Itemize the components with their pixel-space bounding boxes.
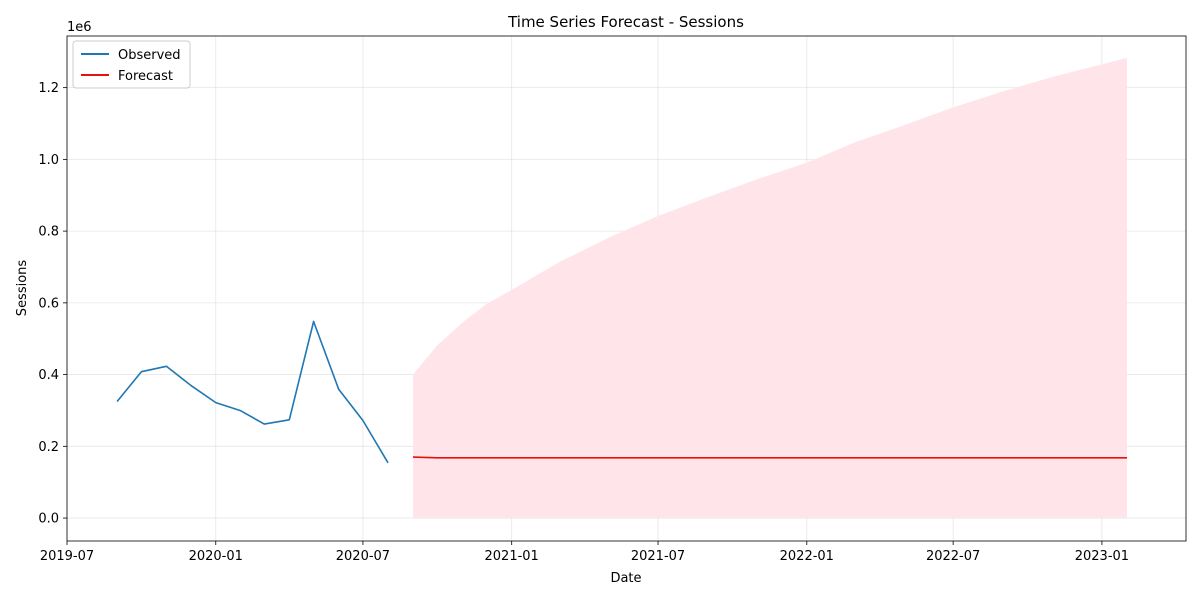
x-tick-label: 2020-07 (336, 549, 390, 564)
legend-label-observed: Observed (118, 48, 181, 63)
x-axis-label: Date (610, 571, 641, 586)
y-tick-label: 1.0 (38, 153, 59, 168)
x-tick-label: 2022-07 (926, 549, 980, 564)
series-line-observed (116, 320, 389, 464)
y-tick-label: 0.6 (38, 296, 59, 311)
y-axis-ticks: 0.0 0.2 0.4 0.6 0.8 1.0 1.2 (38, 81, 67, 527)
y-tick-label: 0.8 (38, 225, 59, 240)
x-tick-label: 2022-01 (780, 549, 834, 564)
legend-box (72, 40, 191, 89)
confidence-band (413, 57, 1127, 519)
x-tick-label: 2020-01 (189, 549, 243, 564)
legend-label-forecast: Forecast (118, 69, 173, 84)
y-axis-label: Sessions (15, 260, 30, 317)
x-tick-label: 2019-07 (40, 549, 94, 564)
confidence-band-area (413, 57, 1127, 519)
y-offset-label: 1e6 (67, 20, 92, 35)
legend: Observed Forecast (72, 40, 191, 89)
y-tick-label: 0.2 (38, 440, 59, 455)
x-tick-label: 2021-01 (485, 549, 539, 564)
plot-frame (66, 35, 1187, 542)
y-tick-label: 0.0 (38, 512, 59, 527)
x-axis-ticks: 2019-07 2020-01 2020-07 2021-01 2021-07 2022-… (40, 541, 1129, 564)
chart-title: Time Series Forecast - Sessions (507, 13, 744, 31)
series-lines (116, 320, 1127, 464)
y-tick-label: 0.4 (38, 368, 59, 383)
series-line-forecast (412, 456, 1127, 459)
x-tick-label: 2021-07 (631, 549, 685, 564)
x-tick-label: 2023-01 (1075, 549, 1129, 564)
y-tick-label: 1.2 (38, 81, 59, 96)
